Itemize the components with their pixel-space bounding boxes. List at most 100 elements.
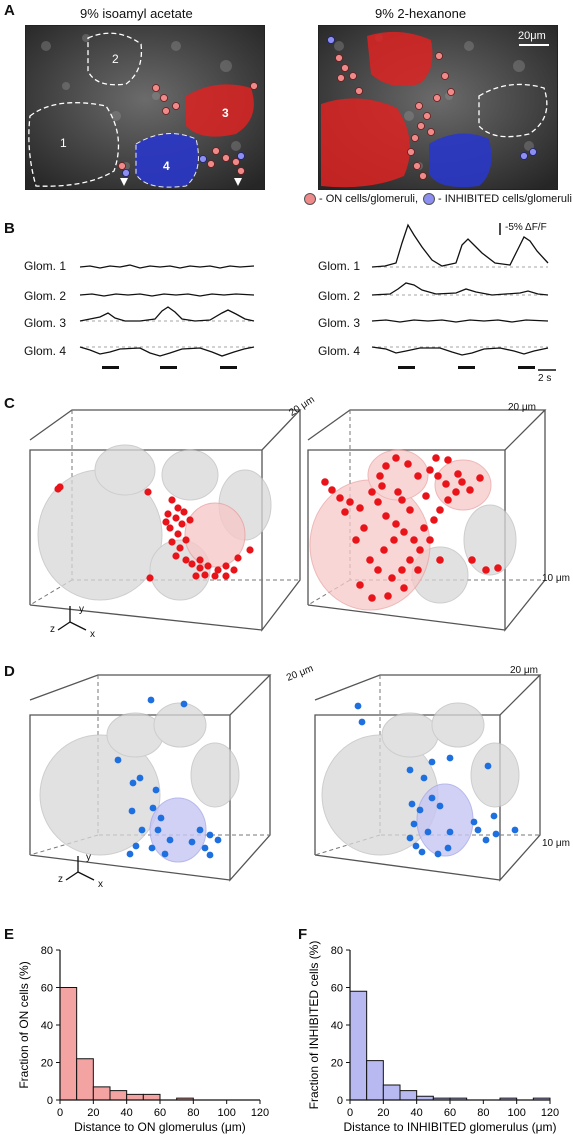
trace-scale-x-label: 2 s <box>538 373 552 384</box>
cell-dot <box>214 566 222 574</box>
cell-dot <box>174 504 182 512</box>
cell-dot <box>468 556 476 564</box>
left-row-label-3: Glom. 3 <box>24 316 67 330</box>
glom-1-outline <box>28 102 120 187</box>
histogram-bar <box>349 990 368 1101</box>
cell-dot <box>398 496 406 504</box>
histogram-bar <box>399 1090 418 1101</box>
cell-dot <box>164 510 172 518</box>
glom-4-region <box>135 133 199 188</box>
y-tick-label: 20 <box>331 1058 343 1070</box>
cell-dot <box>146 574 154 582</box>
glom-label-2: 2 <box>112 52 119 66</box>
cell-dot <box>352 536 360 544</box>
cell-dot <box>374 566 382 574</box>
histogram-bar <box>126 1093 144 1101</box>
stim-bar-left-3 <box>220 366 237 369</box>
cell-dot <box>398 566 406 574</box>
cell-dot <box>452 488 460 496</box>
axis-y-d: y <box>86 852 91 863</box>
cell-dot <box>414 472 422 480</box>
cell-dot <box>166 836 174 844</box>
cell-dot <box>432 454 440 462</box>
cell-dot <box>126 850 134 858</box>
cell-dot <box>444 844 452 852</box>
trace-left-glom-1 <box>79 264 255 269</box>
cell-dot <box>172 514 180 522</box>
cell-dot <box>204 562 212 570</box>
cell-dot <box>406 766 414 774</box>
cell-dot <box>178 520 186 528</box>
cell-dot <box>492 830 500 838</box>
cell-dot <box>416 806 424 814</box>
cell-dot <box>206 851 214 859</box>
cell-dot <box>482 836 490 844</box>
axis-x-d: x <box>98 879 103 890</box>
cell-dot <box>144 488 152 496</box>
cell-dot <box>152 786 160 794</box>
histogram-bar <box>109 1090 128 1101</box>
cell-dot <box>436 802 444 810</box>
glom-2-on-region <box>367 31 433 87</box>
cell-dot <box>214 836 222 844</box>
cell-dot <box>410 536 418 544</box>
cell-dot <box>454 470 462 478</box>
cell-dot <box>414 566 422 574</box>
cell-dot <box>356 504 364 512</box>
left-row-label-1: Glom. 1 <box>24 259 67 273</box>
cell-dot <box>434 850 442 858</box>
histogram-bar <box>142 1093 161 1101</box>
x-tick-label: 80 <box>187 1107 199 1119</box>
glom-label-4: 4 <box>163 159 170 173</box>
micrograph-left-svg <box>26 26 264 189</box>
x-tick-label: 20 <box>87 1107 99 1119</box>
cell-dot <box>360 524 368 532</box>
x-tick-label: 60 <box>154 1107 166 1119</box>
cell-dot <box>56 483 64 491</box>
cell-dot <box>474 826 482 834</box>
cell-dot <box>388 574 396 582</box>
cell-dot <box>420 524 428 532</box>
cell-dot <box>466 486 474 494</box>
cell-dot <box>380 546 388 554</box>
cell-dot <box>490 812 498 820</box>
y-tick-label: 60 <box>331 983 343 995</box>
cell-dot <box>436 506 444 514</box>
inhibited-glomerulus-3d-left <box>149 797 207 863</box>
histogram-bar <box>382 1084 401 1101</box>
cell-dot <box>410 820 418 828</box>
glom-4-inhibited-region <box>429 133 492 188</box>
traces-svg <box>79 223 556 371</box>
stim-bar-left-1 <box>102 366 119 369</box>
right-odor-title: 9% 2-hexanone <box>375 6 467 21</box>
cell-dot <box>422 492 430 500</box>
cell-dot <box>458 478 466 486</box>
panel-letter-f: F <box>298 926 308 943</box>
cell-dot <box>470 818 478 826</box>
cell-dot <box>128 807 136 815</box>
cell-dot <box>442 480 450 488</box>
cell-dot <box>476 474 484 482</box>
cell-dot <box>186 516 194 524</box>
cell-dot <box>188 838 196 846</box>
panel-d-svg <box>29 674 542 882</box>
cell-dot <box>157 814 165 822</box>
x-tick-label: 120 <box>541 1107 559 1119</box>
cell-dot <box>382 512 390 520</box>
panel-letter-e: E <box>4 926 15 943</box>
cell-dot <box>341 508 349 516</box>
cell-dot <box>406 834 414 842</box>
inhibited-legend-swatch <box>423 193 436 205</box>
cell-dot <box>400 528 408 536</box>
cell-dot <box>321 478 329 486</box>
cell-dot <box>430 516 438 524</box>
x-tick-label: 100 <box>507 1107 525 1119</box>
cell-dot <box>206 831 214 839</box>
y-tick-label: 40 <box>41 1020 53 1032</box>
cell-dot <box>354 702 362 710</box>
on-cells-left <box>118 82 258 175</box>
histogram-bar <box>366 1060 384 1101</box>
cell-dot <box>328 486 336 494</box>
cell-dot <box>392 454 400 462</box>
cell-dot <box>406 556 414 564</box>
